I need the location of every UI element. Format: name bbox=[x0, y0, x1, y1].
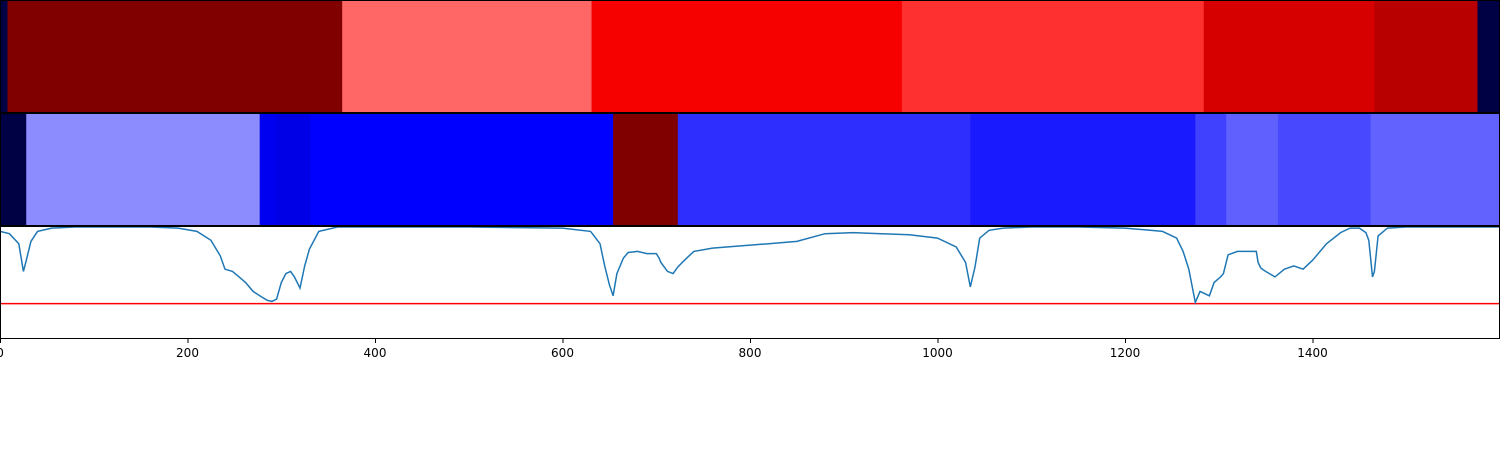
middle-strip-segment-7 bbox=[970, 113, 1196, 226]
bottom-plot-frame bbox=[0, 226, 1500, 339]
top-strip-segment-3 bbox=[591, 0, 903, 113]
top-strip-segment-4 bbox=[901, 0, 1205, 113]
middle-strip-segment-2 bbox=[259, 113, 277, 226]
bottom-plot bbox=[0, 226, 1500, 306]
top-strip-segment-1 bbox=[7, 0, 343, 113]
middle-strip-segment-8 bbox=[1195, 113, 1227, 226]
x-tick-label-1: 200 bbox=[176, 346, 199, 360]
middle-strip-segment-10 bbox=[1277, 113, 1372, 226]
x-tick-label-5: 1000 bbox=[922, 346, 953, 360]
top-strip-segment-7 bbox=[1477, 0, 1500, 113]
top-strip-segment-6 bbox=[1374, 0, 1478, 113]
x-tick-label-3: 600 bbox=[551, 346, 574, 360]
top-strip-segment-5 bbox=[1203, 0, 1375, 113]
series-line bbox=[0, 226, 1500, 306]
middle-strip-segment-11 bbox=[1370, 113, 1500, 226]
top-strip-segment-2 bbox=[342, 0, 593, 113]
x-tick-label-6: 1200 bbox=[1110, 346, 1141, 360]
x-axis: 0 200 400 600 800 1000 1200 1400 bbox=[0, 339, 1328, 360]
x-tick-label-0: 0 bbox=[0, 346, 4, 360]
middle-strip-segment-3 bbox=[275, 113, 311, 226]
middle-strip-segment-1 bbox=[26, 113, 261, 226]
middle-strip-segment-0 bbox=[0, 113, 27, 226]
top-strip-segment-0 bbox=[0, 0, 8, 113]
x-tick-label-7: 1400 bbox=[1297, 346, 1328, 360]
top-strip bbox=[0, 0, 1500, 113]
middle-strip-segment-4 bbox=[310, 113, 614, 226]
middle-strip-segment-5 bbox=[613, 113, 679, 226]
middle-strip-segment-9 bbox=[1226, 113, 1279, 226]
x-tick-label-2: 400 bbox=[364, 346, 387, 360]
middle-strip bbox=[0, 113, 1500, 226]
x-tick-label-4: 800 bbox=[739, 346, 762, 360]
middle-strip-segment-6 bbox=[677, 113, 971, 226]
